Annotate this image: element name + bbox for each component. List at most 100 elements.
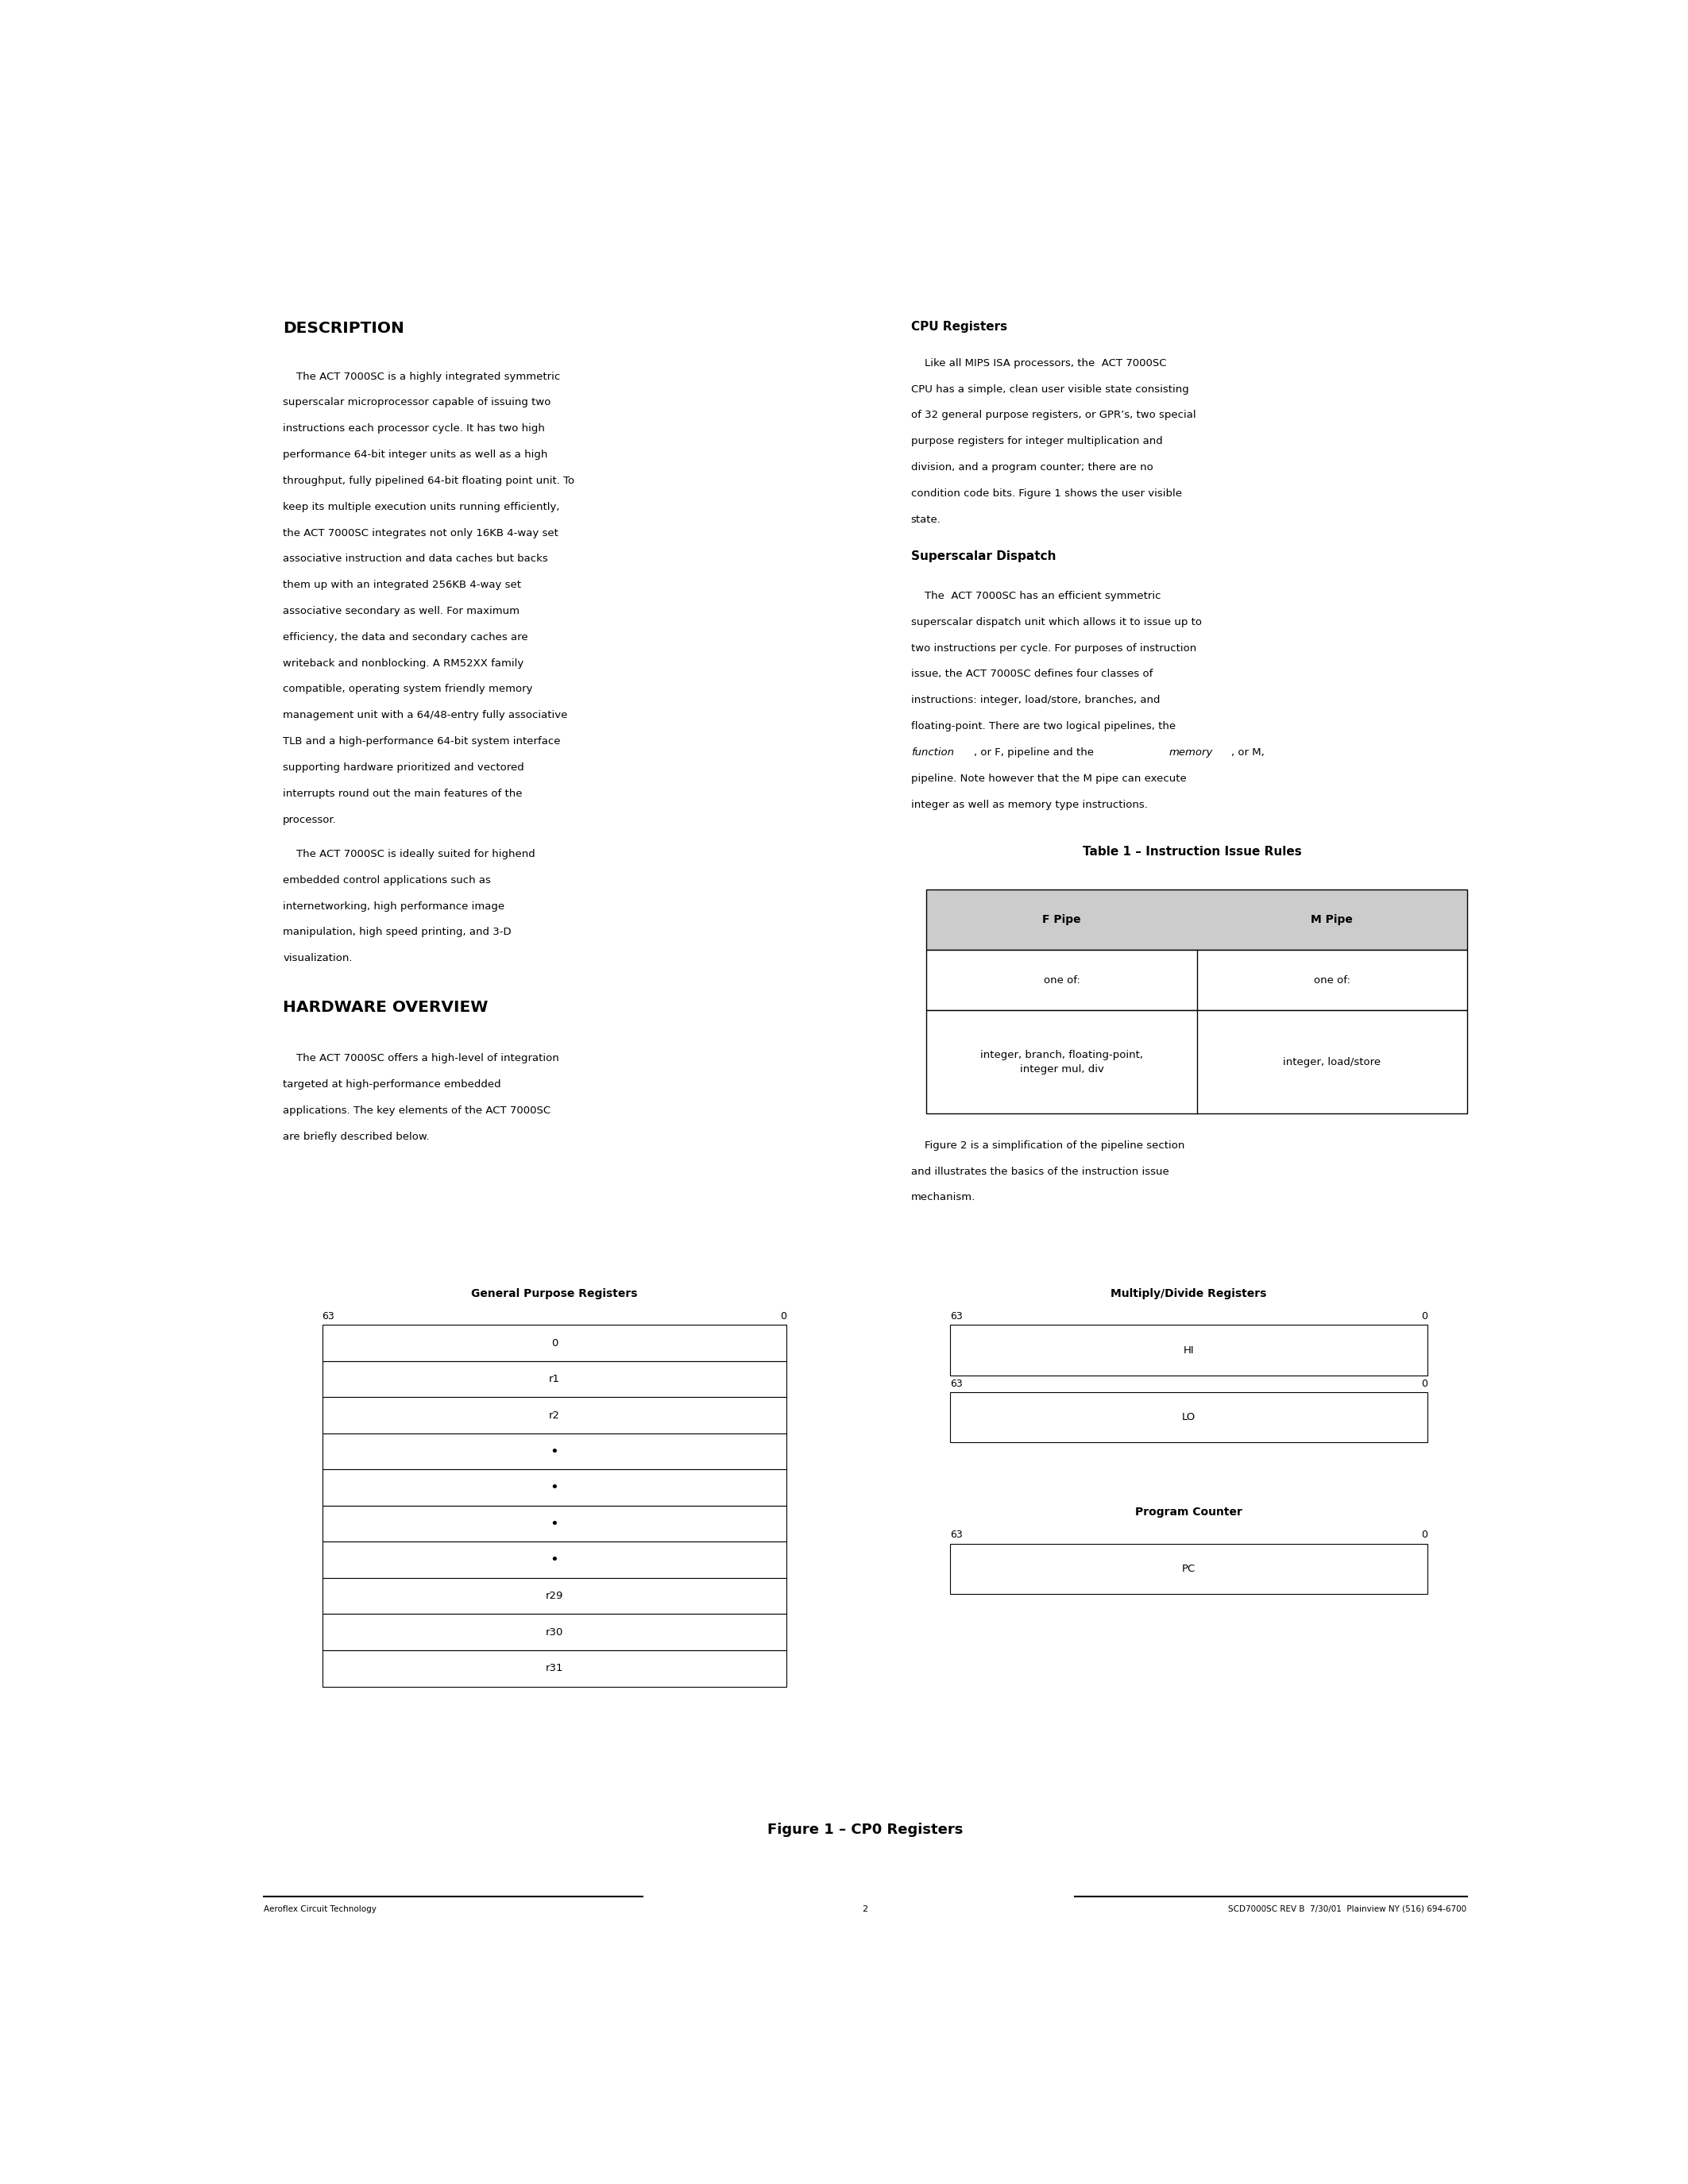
Text: HARDWARE OVERVIEW: HARDWARE OVERVIEW xyxy=(284,1000,488,1016)
Text: Like all MIPS ISA processors, the  ACT 7000SC: Like all MIPS ISA processors, the ACT 70… xyxy=(912,358,1166,369)
Text: 0: 0 xyxy=(1421,1529,1428,1540)
Text: The ACT 7000SC offers a high-level of integration: The ACT 7000SC offers a high-level of in… xyxy=(284,1053,559,1064)
Text: , or F, pipeline and the: , or F, pipeline and the xyxy=(974,747,1097,758)
Text: 0: 0 xyxy=(1421,1378,1428,1389)
Text: TLB and a high-performance 64-bit system interface: TLB and a high-performance 64-bit system… xyxy=(284,736,560,747)
Bar xyxy=(927,889,1467,950)
Bar xyxy=(322,1579,787,1614)
Text: efficiency, the data and secondary caches are: efficiency, the data and secondary cache… xyxy=(284,631,528,642)
Bar xyxy=(322,1542,787,1579)
Text: and illustrates the basics of the instruction issue: and illustrates the basics of the instru… xyxy=(912,1166,1168,1177)
Text: •: • xyxy=(550,1444,559,1459)
Text: Table 1 – Instruction Issue Rules: Table 1 – Instruction Issue Rules xyxy=(1082,845,1301,858)
Bar xyxy=(927,950,1467,1011)
Text: , or M,: , or M, xyxy=(1232,747,1264,758)
Text: The ACT 7000SC is a highly integrated symmetric: The ACT 7000SC is a highly integrated sy… xyxy=(284,371,560,382)
Text: manipulation, high speed printing, and 3-D: manipulation, high speed printing, and 3… xyxy=(284,928,511,937)
Text: compatible, operating system friendly memory: compatible, operating system friendly me… xyxy=(284,684,533,695)
Text: Multiply/Divide Registers: Multiply/Divide Registers xyxy=(1111,1289,1268,1299)
Text: division, and a program counter; there are no: division, and a program counter; there a… xyxy=(912,463,1153,472)
Text: supporting hardware prioritized and vectored: supporting hardware prioritized and vect… xyxy=(284,762,525,773)
Text: them up with an integrated 256KB 4-way set: them up with an integrated 256KB 4-way s… xyxy=(284,581,522,590)
Text: r29: r29 xyxy=(545,1590,564,1601)
Text: mechanism.: mechanism. xyxy=(912,1192,976,1203)
Text: •: • xyxy=(550,1516,559,1531)
Text: integer as well as memory type instructions.: integer as well as memory type instructi… xyxy=(912,799,1148,810)
Text: performance 64-bit integer units as well as a high: performance 64-bit integer units as well… xyxy=(284,450,549,461)
Text: floating-point. There are two logical pipelines, the: floating-point. There are two logical pi… xyxy=(912,721,1175,732)
Bar xyxy=(927,1011,1467,1114)
Text: Superscalar Dispatch: Superscalar Dispatch xyxy=(912,550,1057,563)
Text: r2: r2 xyxy=(549,1411,560,1420)
Text: CPU Registers: CPU Registers xyxy=(912,321,1008,332)
Bar xyxy=(950,1326,1428,1376)
Bar xyxy=(322,1433,787,1470)
Text: M Pipe: M Pipe xyxy=(1312,915,1352,926)
Text: the ACT 7000SC integrates not only 16KB 4-way set: the ACT 7000SC integrates not only 16KB … xyxy=(284,529,559,537)
Text: General Purpose Registers: General Purpose Registers xyxy=(471,1289,638,1299)
Text: F Pipe: F Pipe xyxy=(1043,915,1080,926)
Text: integer, branch, floating-point,
integer mul, div: integer, branch, floating-point, integer… xyxy=(981,1051,1143,1075)
Text: 2: 2 xyxy=(863,1904,868,1913)
Text: interrupts round out the main features of the: interrupts round out the main features o… xyxy=(284,788,523,799)
Bar xyxy=(322,1361,787,1398)
Text: 63: 63 xyxy=(950,1378,962,1389)
Text: pipeline. Note however that the M pipe can execute: pipeline. Note however that the M pipe c… xyxy=(912,773,1187,784)
Text: HI: HI xyxy=(1183,1345,1195,1356)
Text: The  ACT 7000SC has an efficient symmetric: The ACT 7000SC has an efficient symmetri… xyxy=(912,592,1161,601)
Text: 63: 63 xyxy=(950,1310,962,1321)
Text: processor.: processor. xyxy=(284,815,338,826)
Text: integer, load/store: integer, load/store xyxy=(1283,1057,1381,1068)
Text: of 32 general purpose registers, or GPR’s, two special: of 32 general purpose registers, or GPR’… xyxy=(912,411,1195,419)
Text: 0: 0 xyxy=(780,1310,787,1321)
Text: •: • xyxy=(550,1481,559,1494)
Text: instructions each processor cycle. It has two high: instructions each processor cycle. It ha… xyxy=(284,424,545,435)
Text: condition code bits. Figure 1 shows the user visible: condition code bits. Figure 1 shows the … xyxy=(912,489,1182,498)
Text: Figure 1 – CP0 Registers: Figure 1 – CP0 Registers xyxy=(768,1824,962,1837)
Text: PC: PC xyxy=(1182,1564,1195,1575)
Text: instructions: integer, load/store, branches, and: instructions: integer, load/store, branc… xyxy=(912,695,1160,705)
Text: purpose registers for integer multiplication and: purpose registers for integer multiplica… xyxy=(912,437,1163,446)
Text: one of:: one of: xyxy=(1043,974,1080,985)
Text: DESCRIPTION: DESCRIPTION xyxy=(284,321,405,336)
Text: management unit with a 64/48-entry fully associative: management unit with a 64/48-entry fully… xyxy=(284,710,567,721)
Text: superscalar microprocessor capable of issuing two: superscalar microprocessor capable of is… xyxy=(284,397,550,408)
Text: embedded control applications such as: embedded control applications such as xyxy=(284,876,491,885)
Text: visualization.: visualization. xyxy=(284,952,353,963)
Text: function: function xyxy=(912,747,954,758)
Text: 63: 63 xyxy=(322,1310,334,1321)
Bar xyxy=(322,1614,787,1651)
Text: r31: r31 xyxy=(545,1664,564,1673)
Text: associative secondary as well. For maximum: associative secondary as well. For maxim… xyxy=(284,605,520,616)
Bar xyxy=(322,1505,787,1542)
Text: superscalar dispatch unit which allows it to issue up to: superscalar dispatch unit which allows i… xyxy=(912,616,1202,627)
Text: are briefly described below.: are briefly described below. xyxy=(284,1131,430,1142)
Bar xyxy=(322,1651,787,1686)
Text: r1: r1 xyxy=(549,1374,560,1385)
Text: one of:: one of: xyxy=(1313,974,1350,985)
Text: issue, the ACT 7000SC defines four classes of: issue, the ACT 7000SC defines four class… xyxy=(912,668,1153,679)
Text: 0: 0 xyxy=(1421,1310,1428,1321)
Text: •: • xyxy=(550,1553,559,1568)
Text: The ACT 7000SC is ideally suited for highend: The ACT 7000SC is ideally suited for hig… xyxy=(284,850,535,858)
Text: Program Counter: Program Counter xyxy=(1136,1507,1242,1518)
Bar xyxy=(322,1398,787,1433)
Text: CPU has a simple, clean user visible state consisting: CPU has a simple, clean user visible sta… xyxy=(912,384,1188,395)
Text: SCD7000SC REV B  7/30/01  Plainview NY (516) 694-6700: SCD7000SC REV B 7/30/01 Plainview NY (51… xyxy=(1229,1904,1467,1913)
Text: targeted at high-performance embedded: targeted at high-performance embedded xyxy=(284,1079,501,1090)
Text: associative instruction and data caches but backs: associative instruction and data caches … xyxy=(284,555,549,563)
Text: internetworking, high performance image: internetworking, high performance image xyxy=(284,902,505,911)
Text: keep its multiple execution units running efficiently,: keep its multiple execution units runnin… xyxy=(284,502,560,511)
Text: throughput, fully pipelined 64-bit floating point unit. To: throughput, fully pipelined 64-bit float… xyxy=(284,476,574,487)
Bar xyxy=(322,1326,787,1361)
Bar xyxy=(950,1391,1428,1444)
Text: LO: LO xyxy=(1182,1413,1195,1422)
Text: memory: memory xyxy=(1168,747,1212,758)
Text: 0: 0 xyxy=(550,1339,557,1348)
Text: applications. The key elements of the ACT 7000SC: applications. The key elements of the AC… xyxy=(284,1105,550,1116)
Text: Aeroflex Circuit Technology: Aeroflex Circuit Technology xyxy=(263,1904,376,1913)
Bar xyxy=(322,1470,787,1505)
Text: two instructions per cycle. For purposes of instruction: two instructions per cycle. For purposes… xyxy=(912,642,1197,653)
Text: 63: 63 xyxy=(950,1529,962,1540)
Bar xyxy=(950,1544,1428,1594)
